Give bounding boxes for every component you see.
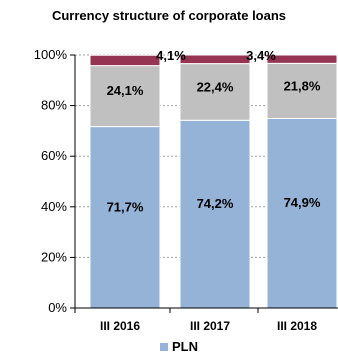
axes: 0% 20% 40% 60% 80% 100% III 2016 III 2017 III 20… [34,47,338,333]
legend: PLN [160,339,198,354]
y-tick-label: 0% [48,300,67,315]
data-label: 74,2% [197,196,234,211]
x-tick-label: III 2018 [277,319,317,333]
x-tick-label: III 2017 [190,319,230,333]
bar-segment [266,54,338,64]
data-label: 24,1% [107,83,144,98]
data-label: 71,7% [107,199,144,214]
bar-segment [89,65,161,128]
bars [89,54,338,309]
y-tick-label: 100% [34,47,68,62]
bar-segment [266,118,338,309]
data-label: 74,9% [284,195,321,210]
data-labels: 71,7%24,1%4,1%74,2%22,4%3,4%74,9%21,8%3,… [107,48,321,214]
y-tick-label: 40% [41,199,67,214]
data-label: 22,4% [197,79,234,94]
data-label: 4,1% [156,48,186,63]
bar-segment [179,119,251,309]
chart-title: Currency structure of corporate loans [51,8,287,23]
bar-segment [89,126,161,309]
y-tick-label: 20% [41,249,67,264]
y-tick-label: 60% [41,148,67,163]
x-tick-label: III 2016 [100,319,140,333]
data-label: 21,8% [284,78,321,93]
bar-segment [179,54,251,65]
data-label: 3,4% [246,48,276,63]
y-tick-label: 80% [41,98,67,113]
legend-swatch [160,343,168,351]
legend-label: PLN [172,339,198,354]
bar-segment [89,54,161,67]
